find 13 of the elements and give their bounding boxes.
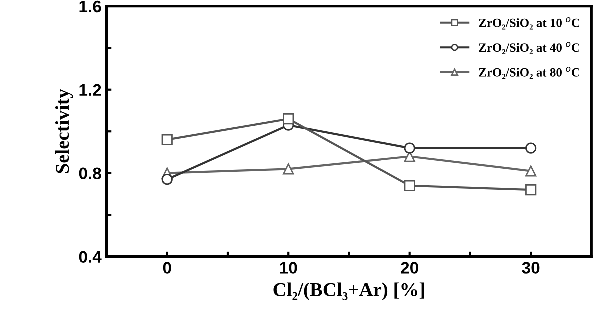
legend-label: ZrO₂/SiO₂ at 10 $^{o}$C bbox=[479, 18, 580, 30]
x-tick-label: 10 bbox=[280, 262, 298, 274]
legend-label: ZrO₂/SiO₂ at 80 $^{o}$C bbox=[479, 67, 580, 80]
x-tick-label: 20 bbox=[401, 262, 418, 274]
y-tick-label: 1.6 bbox=[80, 0, 102, 13]
y-tick-label: 0.8 bbox=[79, 168, 102, 180]
y-tick-label: 0.4 bbox=[79, 251, 102, 264]
x-tick-label: 0 bbox=[163, 262, 172, 274]
x-tick-label: 30 bbox=[522, 262, 540, 274]
y-axis-title: Selectivity bbox=[55, 89, 74, 174]
x-axis-title: Cl₂/(BCl₃+Ar) [%] bbox=[274, 282, 424, 300]
legend-label: ZrO₂/SiO₂ at 40 $^{o}$C bbox=[479, 42, 580, 54]
y-tick-label: 1.2 bbox=[80, 84, 102, 96]
